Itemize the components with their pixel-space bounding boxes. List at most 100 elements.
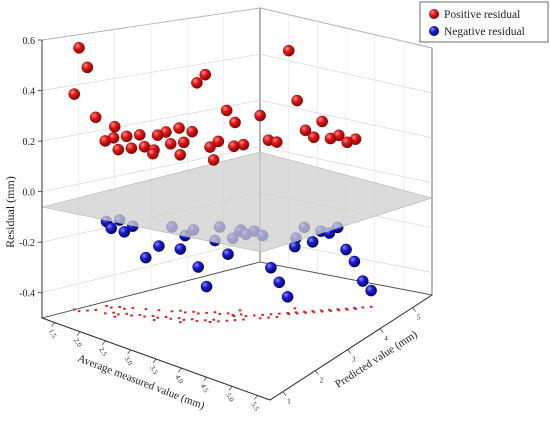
positive-residual-point xyxy=(270,136,283,148)
positive-residual-point xyxy=(282,44,295,57)
projection-mark xyxy=(170,310,174,313)
positive-residual-point xyxy=(316,115,328,128)
projection-mark xyxy=(152,319,156,321)
positive-residual-point xyxy=(177,136,190,149)
positive-residual-point xyxy=(151,129,164,141)
z-tick-label: 0.0 xyxy=(23,188,36,199)
projection-mark xyxy=(213,311,217,314)
negative-residual-point xyxy=(356,275,369,287)
negative-residual-point xyxy=(340,243,352,256)
legend: Positive residual Negative residual xyxy=(419,1,549,43)
positive-residual-point xyxy=(108,120,121,133)
projection-mark xyxy=(205,311,208,314)
projection-mark xyxy=(328,308,331,311)
projection-mark xyxy=(319,309,323,312)
projection-mark xyxy=(208,321,212,323)
negative-residual-point xyxy=(222,248,234,261)
projection-mark xyxy=(94,308,98,311)
projection-mark xyxy=(294,311,298,314)
projection-mark xyxy=(329,309,332,312)
zero-residual-plane xyxy=(41,151,434,253)
negative-residual-point xyxy=(265,261,277,274)
projection-mark xyxy=(125,312,129,315)
x-tick-mark xyxy=(228,386,233,391)
z-tick-label: -0.4 xyxy=(19,289,35,300)
projection-mark xyxy=(293,307,297,310)
y-tick-label: 1 xyxy=(287,398,291,406)
legend-label-negative: Negative residual xyxy=(444,26,525,38)
projection-mark xyxy=(73,308,76,311)
x-tick-label: 2.5 xyxy=(97,346,109,358)
projection-mark xyxy=(226,312,230,315)
positive-residual-point xyxy=(125,142,138,154)
floor-projection-points xyxy=(73,304,373,324)
y-tick-mark xyxy=(412,307,416,312)
projection-mark xyxy=(369,305,373,308)
projection-mark xyxy=(258,317,262,320)
z-tick-label: 0.4 xyxy=(23,87,36,98)
x-tick-label: 5.0 xyxy=(224,392,236,404)
positive-residual-point xyxy=(291,94,303,107)
projection-mark xyxy=(192,310,195,313)
projection-mark xyxy=(244,315,248,318)
positive-residual-point xyxy=(81,61,94,74)
x-tick-label: 1.5 xyxy=(47,328,59,340)
projection-mark xyxy=(231,314,235,317)
legend-marker-negative xyxy=(429,26,439,36)
projection-mark xyxy=(275,316,279,318)
positive-residual-point xyxy=(73,42,85,54)
x-tick-mark xyxy=(76,331,81,336)
projection-mark xyxy=(287,313,291,316)
x-tick-label: 2.0 xyxy=(72,337,84,349)
projection-mark xyxy=(344,307,348,310)
positive-residual-point xyxy=(174,149,186,161)
projection-mark xyxy=(164,316,168,319)
legend-marker-positive xyxy=(429,9,439,19)
projection-mark xyxy=(242,318,245,321)
projection-mark xyxy=(169,317,173,320)
positive-residual-point xyxy=(164,138,177,150)
legend-box xyxy=(419,1,549,43)
negative-residual-point xyxy=(273,276,286,289)
projection-mark xyxy=(303,310,306,313)
negative-residual-point xyxy=(306,236,319,248)
positive-residual-point xyxy=(186,125,198,138)
projection-mark xyxy=(117,313,120,316)
x-tick-mark xyxy=(152,358,157,364)
projection-mark xyxy=(212,318,215,321)
negative-residual-point xyxy=(200,280,213,293)
positive-residual-point xyxy=(229,116,241,129)
projection-mark xyxy=(353,307,356,309)
projection-mark xyxy=(238,309,242,312)
y-tick-label: 4 xyxy=(384,335,388,343)
negative-residual-point xyxy=(174,243,187,255)
projection-mark xyxy=(177,317,181,320)
positive-residual-point xyxy=(220,104,233,117)
projection-mark xyxy=(130,314,133,317)
positive-residual-point xyxy=(307,131,320,144)
x-tick-mark xyxy=(51,322,55,327)
projection-mark xyxy=(190,318,194,321)
projection-mark xyxy=(336,308,340,311)
projection-mark xyxy=(217,320,220,323)
positive-residual-point xyxy=(228,140,240,153)
x-tick-label: 5.5 xyxy=(249,401,261,413)
positive-residual-point xyxy=(112,143,125,156)
positive-residual-point xyxy=(191,77,203,89)
projection-mark xyxy=(156,316,159,319)
positive-residual-point xyxy=(237,138,250,151)
positive-residual-series xyxy=(68,42,362,166)
projection-mark xyxy=(118,306,121,308)
projection-mark xyxy=(143,315,146,318)
positive-residual-point xyxy=(212,135,225,148)
projection-mark xyxy=(179,321,182,324)
x-tick-label: 4.0 xyxy=(173,373,185,385)
projection-mark xyxy=(225,319,229,322)
projection-mark xyxy=(157,309,161,312)
positive-residual-point xyxy=(341,136,354,149)
projection-mark xyxy=(267,316,270,319)
projection-mark xyxy=(346,308,349,311)
projection-mark xyxy=(86,309,89,312)
projection-mark xyxy=(110,306,113,309)
y-axis-label: Predicted value (mm) xyxy=(333,328,420,390)
